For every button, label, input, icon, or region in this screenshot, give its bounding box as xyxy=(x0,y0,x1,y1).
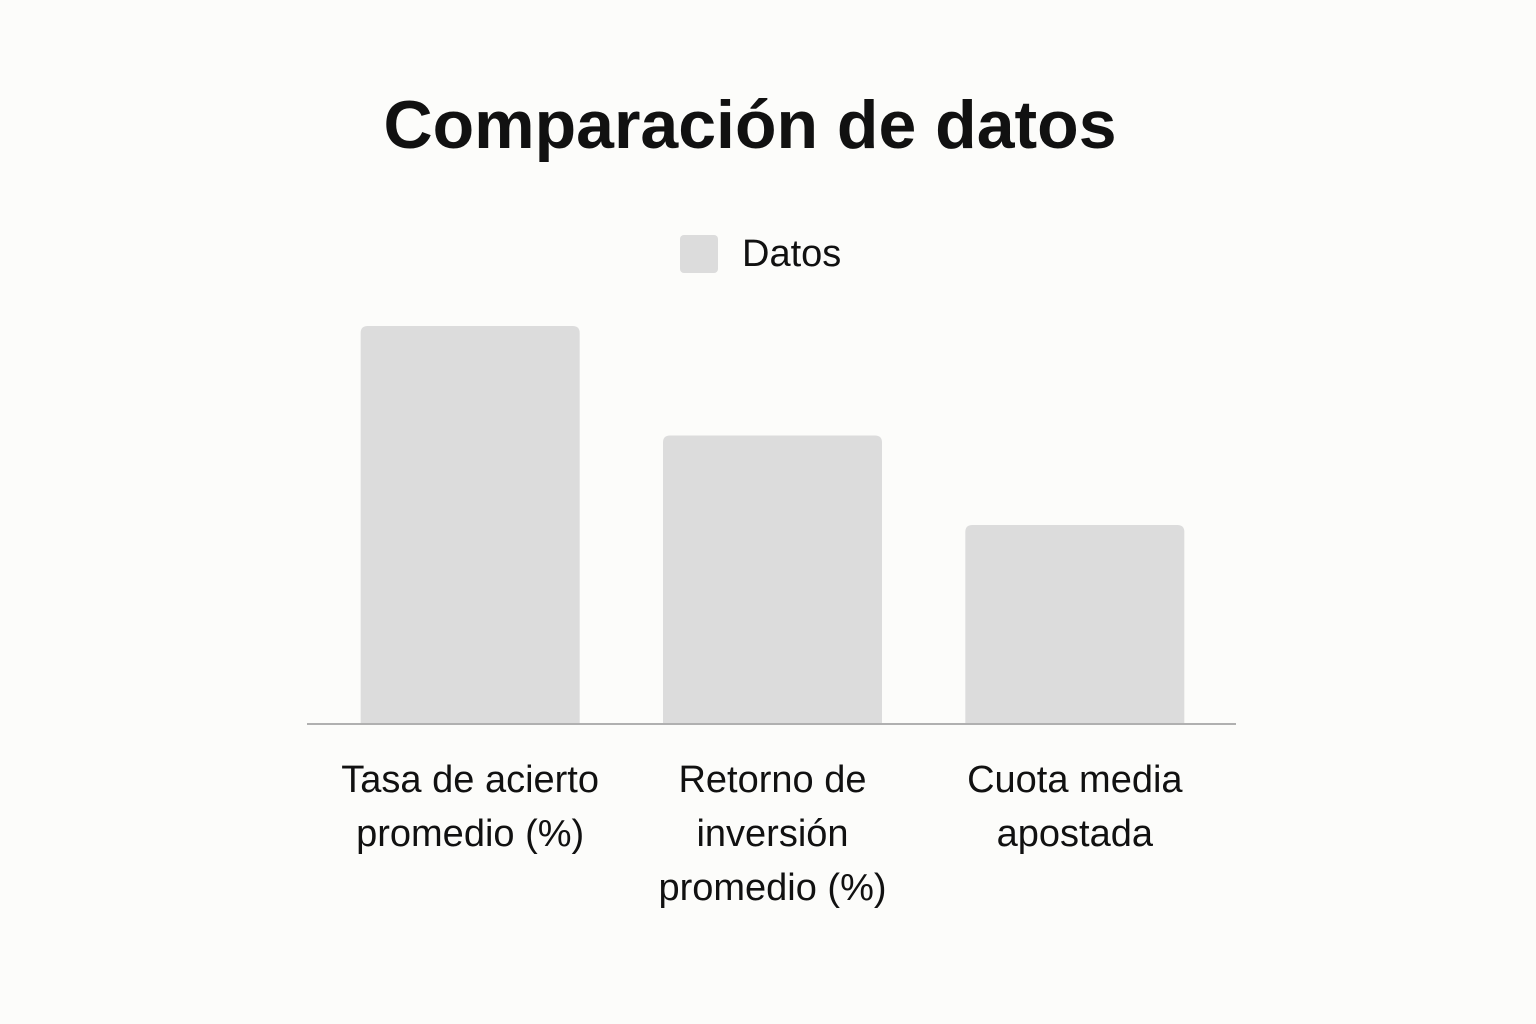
chart-title: Comparación de datos xyxy=(383,87,1116,163)
legend-swatch xyxy=(680,235,718,273)
legend-label: Datos xyxy=(742,233,841,275)
x-tick-label: Cuota media apostada xyxy=(967,759,1183,855)
bar xyxy=(965,525,1185,724)
x-tick-label: Tasa de acierto promedio (%) xyxy=(341,759,600,855)
x-tick-label: Retorno de inversión promedio (%) xyxy=(658,759,887,909)
bar xyxy=(663,435,882,724)
bar xyxy=(360,326,580,724)
